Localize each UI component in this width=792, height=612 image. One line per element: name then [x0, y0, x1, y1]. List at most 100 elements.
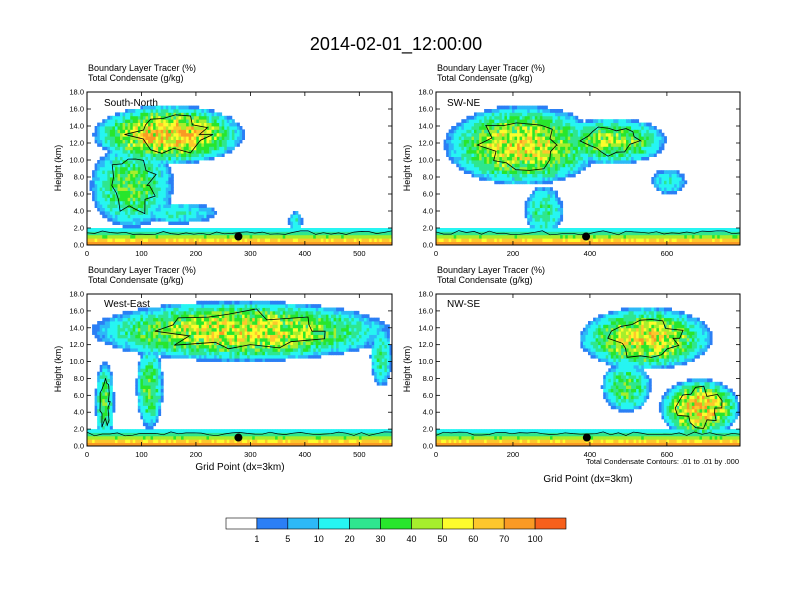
- tracer-cell: [641, 132, 645, 137]
- tracer-cell: [575, 163, 579, 168]
- tracer-cell: [122, 132, 126, 137]
- tracer-cell: [160, 183, 164, 188]
- tracer-cell: [163, 187, 167, 191]
- tracer-cell: [262, 231, 266, 236]
- tracer-cell: [681, 180, 685, 185]
- tracer-cell: [615, 139, 619, 144]
- tracer-cell: [292, 224, 296, 229]
- tracer-cell: [257, 234, 261, 239]
- tracer-cell: [127, 214, 131, 219]
- tracer-cell: [148, 194, 151, 198]
- tracer-cell: [137, 170, 141, 174]
- tracer-cell: [641, 129, 645, 134]
- tracer-cell: [178, 109, 182, 113]
- tracer-cell: [658, 180, 662, 185]
- tracer-cell: [140, 204, 144, 208]
- tracer-cell: [719, 241, 723, 245]
- tracer-cell: [104, 180, 108, 185]
- tracer-cell: [641, 228, 645, 232]
- tracer-cell: [239, 432, 243, 437]
- tracer-cell: [537, 146, 541, 151]
- tracer-cell: [501, 160, 505, 164]
- tracer-cell: [160, 442, 164, 446]
- tracer-cell: [560, 153, 564, 157]
- tracer-cell: [463, 146, 467, 151]
- tracer-cell: [628, 139, 632, 144]
- tracer-cell: [519, 136, 523, 140]
- tracer-cell: [145, 139, 149, 144]
- tracer-cell: [376, 228, 380, 232]
- tracer-cell: [598, 149, 602, 154]
- tracer-cell: [193, 435, 197, 440]
- tracer-cell: [292, 221, 296, 225]
- tracer-cell: [527, 177, 531, 181]
- tracer-cell: [353, 234, 357, 239]
- tracer-cell: [572, 160, 576, 164]
- tracer-cell: [519, 241, 523, 245]
- y-tick-label: 0.0: [74, 241, 84, 250]
- tracer-cell: [471, 160, 475, 164]
- tracer-cell: [522, 119, 526, 123]
- tracer-cell: [557, 143, 561, 147]
- tracer-cell: [623, 146, 627, 151]
- tracer-cell: [122, 197, 126, 202]
- tracer-cell: [203, 238, 207, 242]
- tracer-cell: [517, 112, 520, 117]
- tracer-cell: [517, 228, 520, 232]
- tracer-cell: [175, 112, 179, 117]
- tracer-cell: [593, 231, 596, 236]
- tracer-cell: [615, 129, 619, 134]
- tracer-cell: [661, 177, 665, 181]
- tracer-cell: [175, 153, 179, 157]
- tracer-cell: [137, 146, 141, 151]
- tracer-cell: [125, 231, 129, 236]
- tracer-cell: [219, 139, 223, 144]
- tracer-cell: [186, 432, 190, 437]
- tracer-cell: [519, 109, 523, 113]
- tracer-cell: [552, 160, 556, 164]
- tracer-cell: [532, 204, 536, 208]
- tracer-cell: [188, 435, 192, 440]
- tracer-cell: [552, 204, 556, 208]
- tracer-cell: [231, 143, 235, 147]
- tracer-cell: [651, 139, 655, 144]
- tracer-cell: [346, 432, 350, 437]
- tracer-cell: [148, 435, 151, 440]
- tracer-cell: [441, 234, 444, 239]
- tracer-cell: [287, 228, 291, 232]
- tracer-cell: [522, 228, 526, 232]
- tracer-cell: [527, 153, 531, 157]
- tracer-cell: [193, 139, 197, 144]
- tracer-cell: [158, 187, 162, 191]
- tracer-cell: [631, 146, 634, 151]
- tracer-cell: [137, 200, 141, 205]
- tracer-cell: [277, 238, 281, 242]
- tracer-cell: [461, 139, 465, 144]
- tracer-cell: [441, 238, 444, 242]
- tracer-cell: [451, 146, 455, 151]
- tracer-cell: [114, 177, 118, 181]
- tracer-cell: [336, 435, 340, 440]
- tracer-cell: [646, 139, 650, 144]
- tracer-cell: [107, 207, 111, 212]
- tracer-cell: [456, 122, 460, 127]
- tracer-cell: [153, 204, 157, 208]
- tracer-cell: [193, 238, 197, 242]
- tracer-cell: [209, 119, 212, 123]
- tracer-cell: [137, 207, 141, 212]
- tracer-cell: [216, 238, 220, 242]
- tracer-cell: [209, 139, 212, 144]
- tracer-cell: [120, 126, 123, 130]
- tracer-cell: [145, 204, 149, 208]
- tracer-cell: [524, 204, 528, 208]
- tracer-cell: [130, 194, 134, 198]
- tracer-cell: [150, 160, 154, 164]
- tracer-cell: [285, 228, 289, 232]
- tracer-cell: [247, 432, 251, 437]
- tracer-cell: [641, 234, 645, 239]
- tracer-cell: [186, 132, 190, 137]
- tracer-cell: [142, 183, 146, 188]
- tracer-cell: [150, 170, 154, 174]
- tracer-cell: [191, 112, 195, 117]
- tracer-cell: [506, 180, 510, 185]
